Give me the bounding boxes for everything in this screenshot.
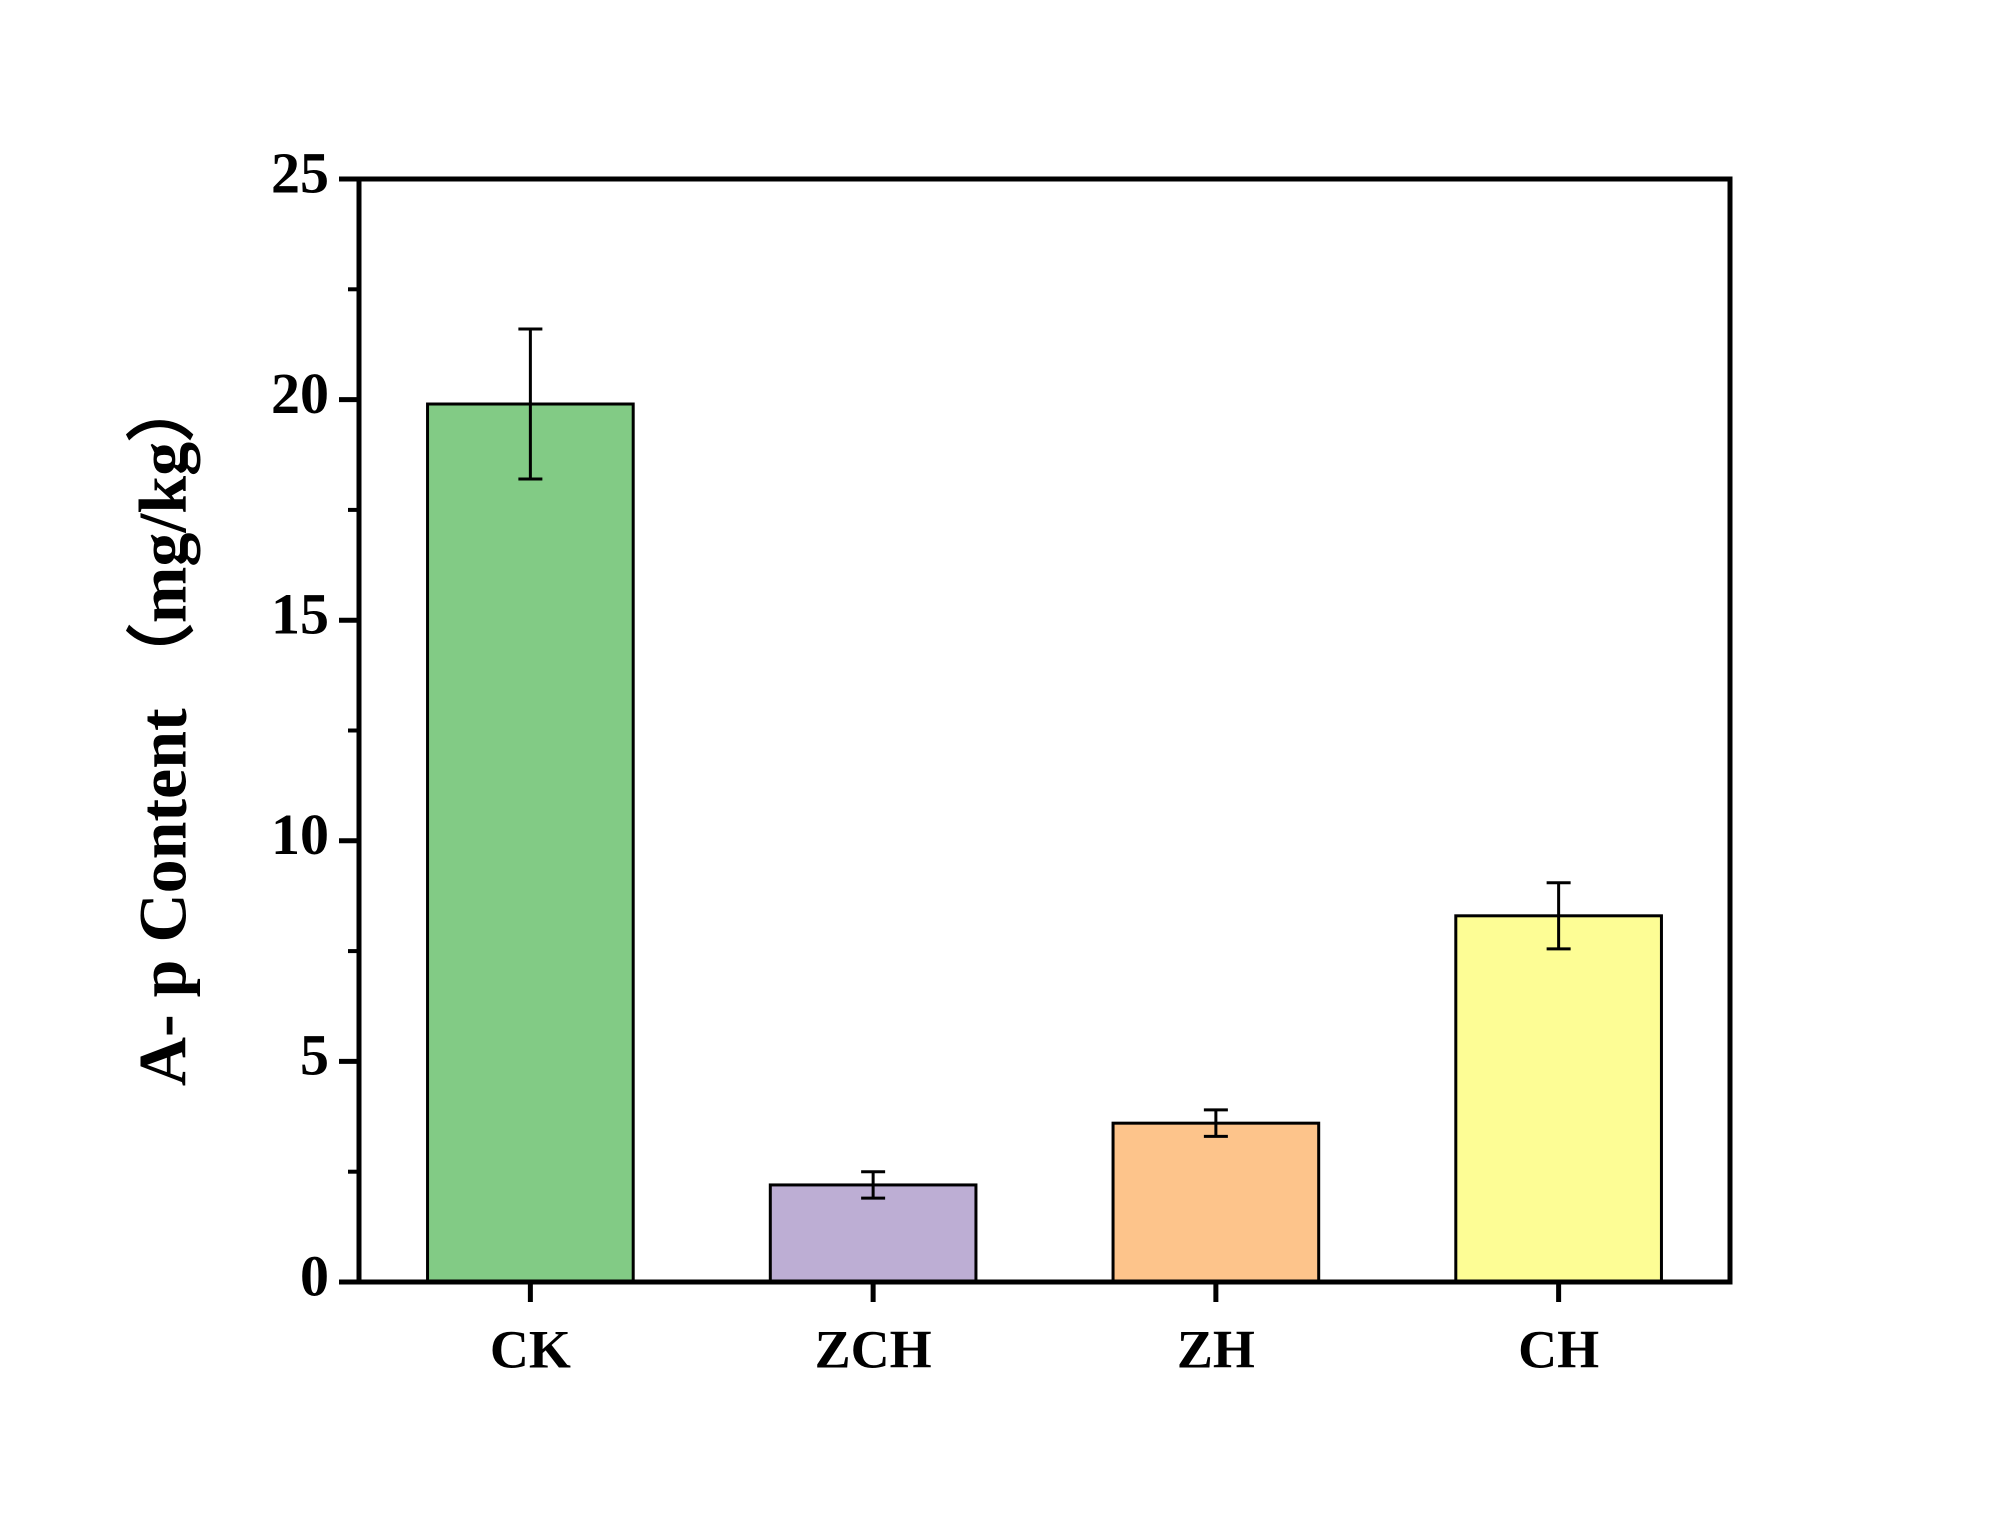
- x-tick-label: ZH: [1177, 1319, 1255, 1379]
- x-tick-label: CH: [1518, 1319, 1599, 1379]
- y-tick-label: 20: [271, 361, 329, 426]
- y-axis-label: A- p Content （mg/kg）: [125, 374, 201, 1086]
- error-bar: [1203, 1108, 1228, 1138]
- y-tick-label: 25: [271, 140, 329, 205]
- error-bar: [518, 327, 543, 481]
- bar: [1111, 1121, 1321, 1284]
- plot-frame: [356, 176, 1733, 1285]
- y-tick-label: 5: [300, 1023, 329, 1088]
- x-tick-label: ZCH: [815, 1319, 932, 1379]
- y-tick-label: 0: [300, 1243, 329, 1308]
- bar: [1454, 914, 1663, 1284]
- y-tick-label: 15: [271, 582, 329, 647]
- error-bar: [1546, 881, 1571, 951]
- x-tick-label: CK: [490, 1319, 571, 1379]
- y-tick-label: 10: [271, 802, 329, 867]
- bar: [426, 402, 635, 1284]
- error-bar: [861, 1170, 886, 1200]
